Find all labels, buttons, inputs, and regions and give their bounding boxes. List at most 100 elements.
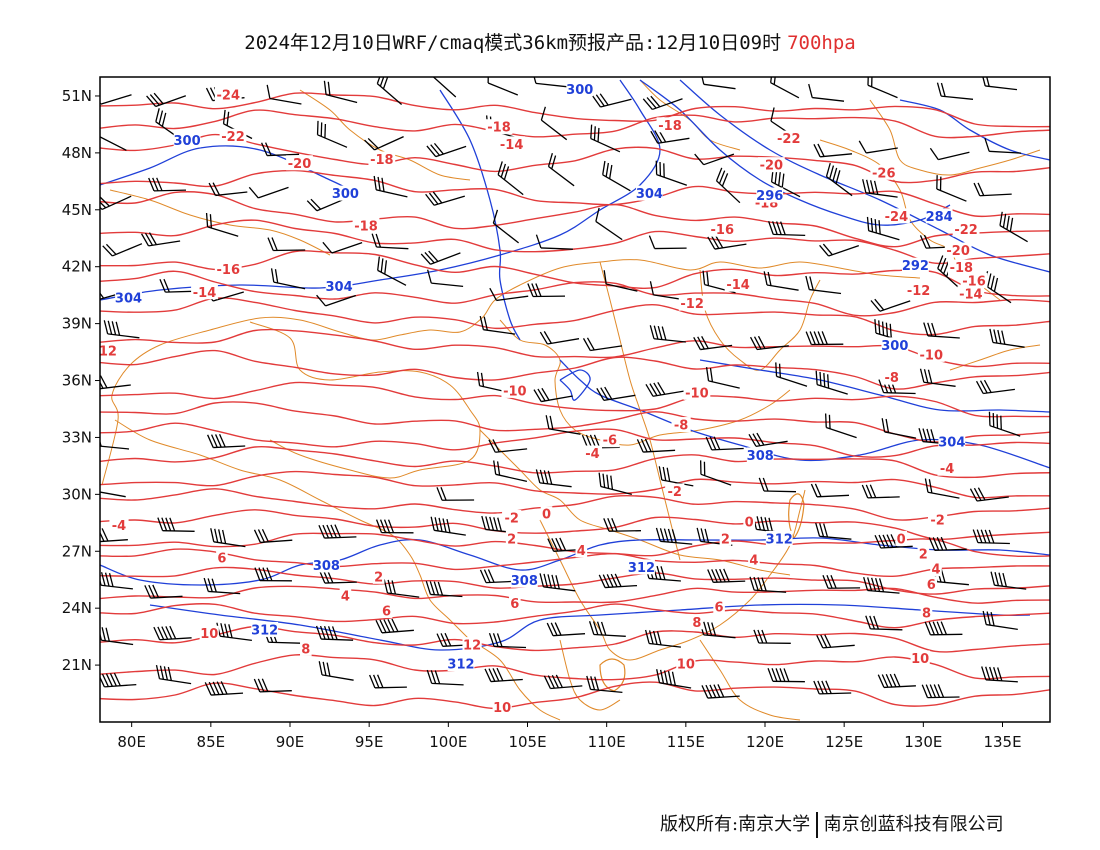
temperature-label: 6: [927, 578, 936, 593]
wind-barb: [694, 153, 735, 166]
wind-barb: [431, 77, 457, 98]
wind-barb: [813, 143, 853, 158]
geopotential-label-bg: [566, 81, 594, 97]
geopotential-label: 284: [926, 210, 953, 225]
wind-barb: [377, 256, 407, 286]
temperature-label: -2: [930, 513, 944, 528]
geopotential-label-bg: [332, 185, 359, 201]
temperature-label: -14: [726, 278, 750, 293]
wind-barb: [919, 368, 956, 387]
wind-barb: [369, 674, 407, 689]
wind-barb: [603, 270, 638, 292]
temperature-contour: [100, 446, 1050, 479]
temperature-label: -18: [658, 119, 682, 134]
boundary-line: [479, 429, 791, 576]
temperature-label: -6: [603, 434, 617, 449]
wind-barb: [492, 209, 520, 244]
wind-barb: [539, 331, 580, 345]
temperature-label-bg: [947, 259, 975, 275]
wind-barb: [973, 182, 1012, 197]
wind-barb: [649, 325, 686, 343]
geopotential-label-bg: [251, 621, 279, 637]
wind-barb: [865, 615, 903, 631]
wind-barb: [861, 484, 900, 499]
temperature-label-bg: [665, 483, 685, 499]
geopotential-label: 308: [747, 449, 774, 464]
wind-barb: [420, 250, 461, 265]
wind-barb: [316, 294, 357, 307]
temperature-label: 10: [200, 627, 218, 642]
temperature-label: 2: [374, 570, 383, 585]
wind-barb: [488, 632, 527, 649]
lon-label: 100E: [429, 733, 467, 751]
wind-barb: [805, 275, 842, 295]
wind-barb: [248, 186, 289, 199]
wind-barb: [598, 472, 632, 496]
wind-barb: [867, 77, 898, 99]
wind-barb: [598, 573, 638, 589]
temperature-label: 6: [382, 604, 391, 619]
temperature-label-bg: [509, 595, 521, 611]
lon-label: 80E: [117, 733, 146, 751]
temperature-label-bg: [286, 155, 313, 171]
wind-barb: [546, 622, 586, 637]
wind-barb: [479, 315, 516, 335]
wind-barb: [707, 568, 746, 583]
temperature-label: -12: [907, 284, 931, 299]
temperature-label: 0: [745, 515, 754, 530]
temperature-label-bg: [214, 86, 242, 102]
temperature-label: 2: [507, 532, 516, 547]
wind-barb: [715, 167, 741, 204]
wind-barb: [322, 241, 363, 254]
temperature-label-bg: [883, 208, 910, 224]
lon-label: 135E: [983, 733, 1021, 751]
wind-barb: [705, 367, 740, 389]
wind-barb: [749, 576, 787, 593]
wind-barb: [487, 77, 519, 96]
temperature-label-bg: [910, 650, 930, 666]
copyright: 版权所有:南京大学 南京创蓝科技有限公司: [660, 810, 1004, 838]
temperature-label-bg: [216, 549, 228, 565]
temperature-label: 4: [341, 589, 350, 604]
temperature-label-bg: [724, 276, 752, 292]
boundary-line: [101, 259, 921, 486]
temperature-label-bg: [368, 151, 396, 167]
wind-barb: [157, 517, 195, 532]
wind-barb: [815, 370, 848, 395]
wind-barb: [936, 82, 974, 100]
wind-barb: [642, 95, 683, 111]
wind-barb: [146, 92, 187, 108]
temperature-label: -2: [504, 512, 518, 527]
boundary-line: [109, 189, 331, 256]
wind-barb: [479, 569, 519, 584]
wind-barb: [323, 80, 358, 104]
wind-barb: [425, 580, 463, 598]
title-main: 2024年12月10日WRF/cmaq模式36km预报产品:12月10日09时: [244, 32, 782, 54]
wind-barb: [644, 629, 681, 648]
temperature-label: -22: [777, 132, 801, 147]
wind-barb: [988, 411, 1021, 437]
wind-barb: [990, 571, 1027, 590]
chart-title: 2024年12月10日WRF/cmaq模式36km预报产品:12月10日09时 7…: [0, 28, 1100, 55]
wind-barb: [383, 579, 420, 598]
wind-barb: [100, 571, 133, 590]
wind-barb: [819, 243, 860, 257]
temperature-label: -14: [500, 138, 524, 153]
wind-barb: [700, 77, 736, 90]
height-contour: [559, 369, 591, 401]
wind-barb: [810, 483, 850, 498]
temperature-label: -2: [668, 485, 682, 500]
wind-barb: [205, 212, 239, 237]
geopotential-label: 300: [881, 339, 908, 354]
wind-barb: [100, 672, 137, 688]
temperature-label: -12: [680, 297, 704, 312]
temperature-label-bg: [952, 221, 980, 237]
wind-barb: [881, 418, 917, 439]
temperature-label: 10: [677, 658, 695, 673]
wind-barb: [531, 77, 568, 88]
temperature-label: 8: [301, 642, 310, 657]
temperature-contour: [100, 92, 1050, 128]
wind-barb: [602, 160, 631, 192]
temperature-label-bg: [925, 576, 938, 592]
